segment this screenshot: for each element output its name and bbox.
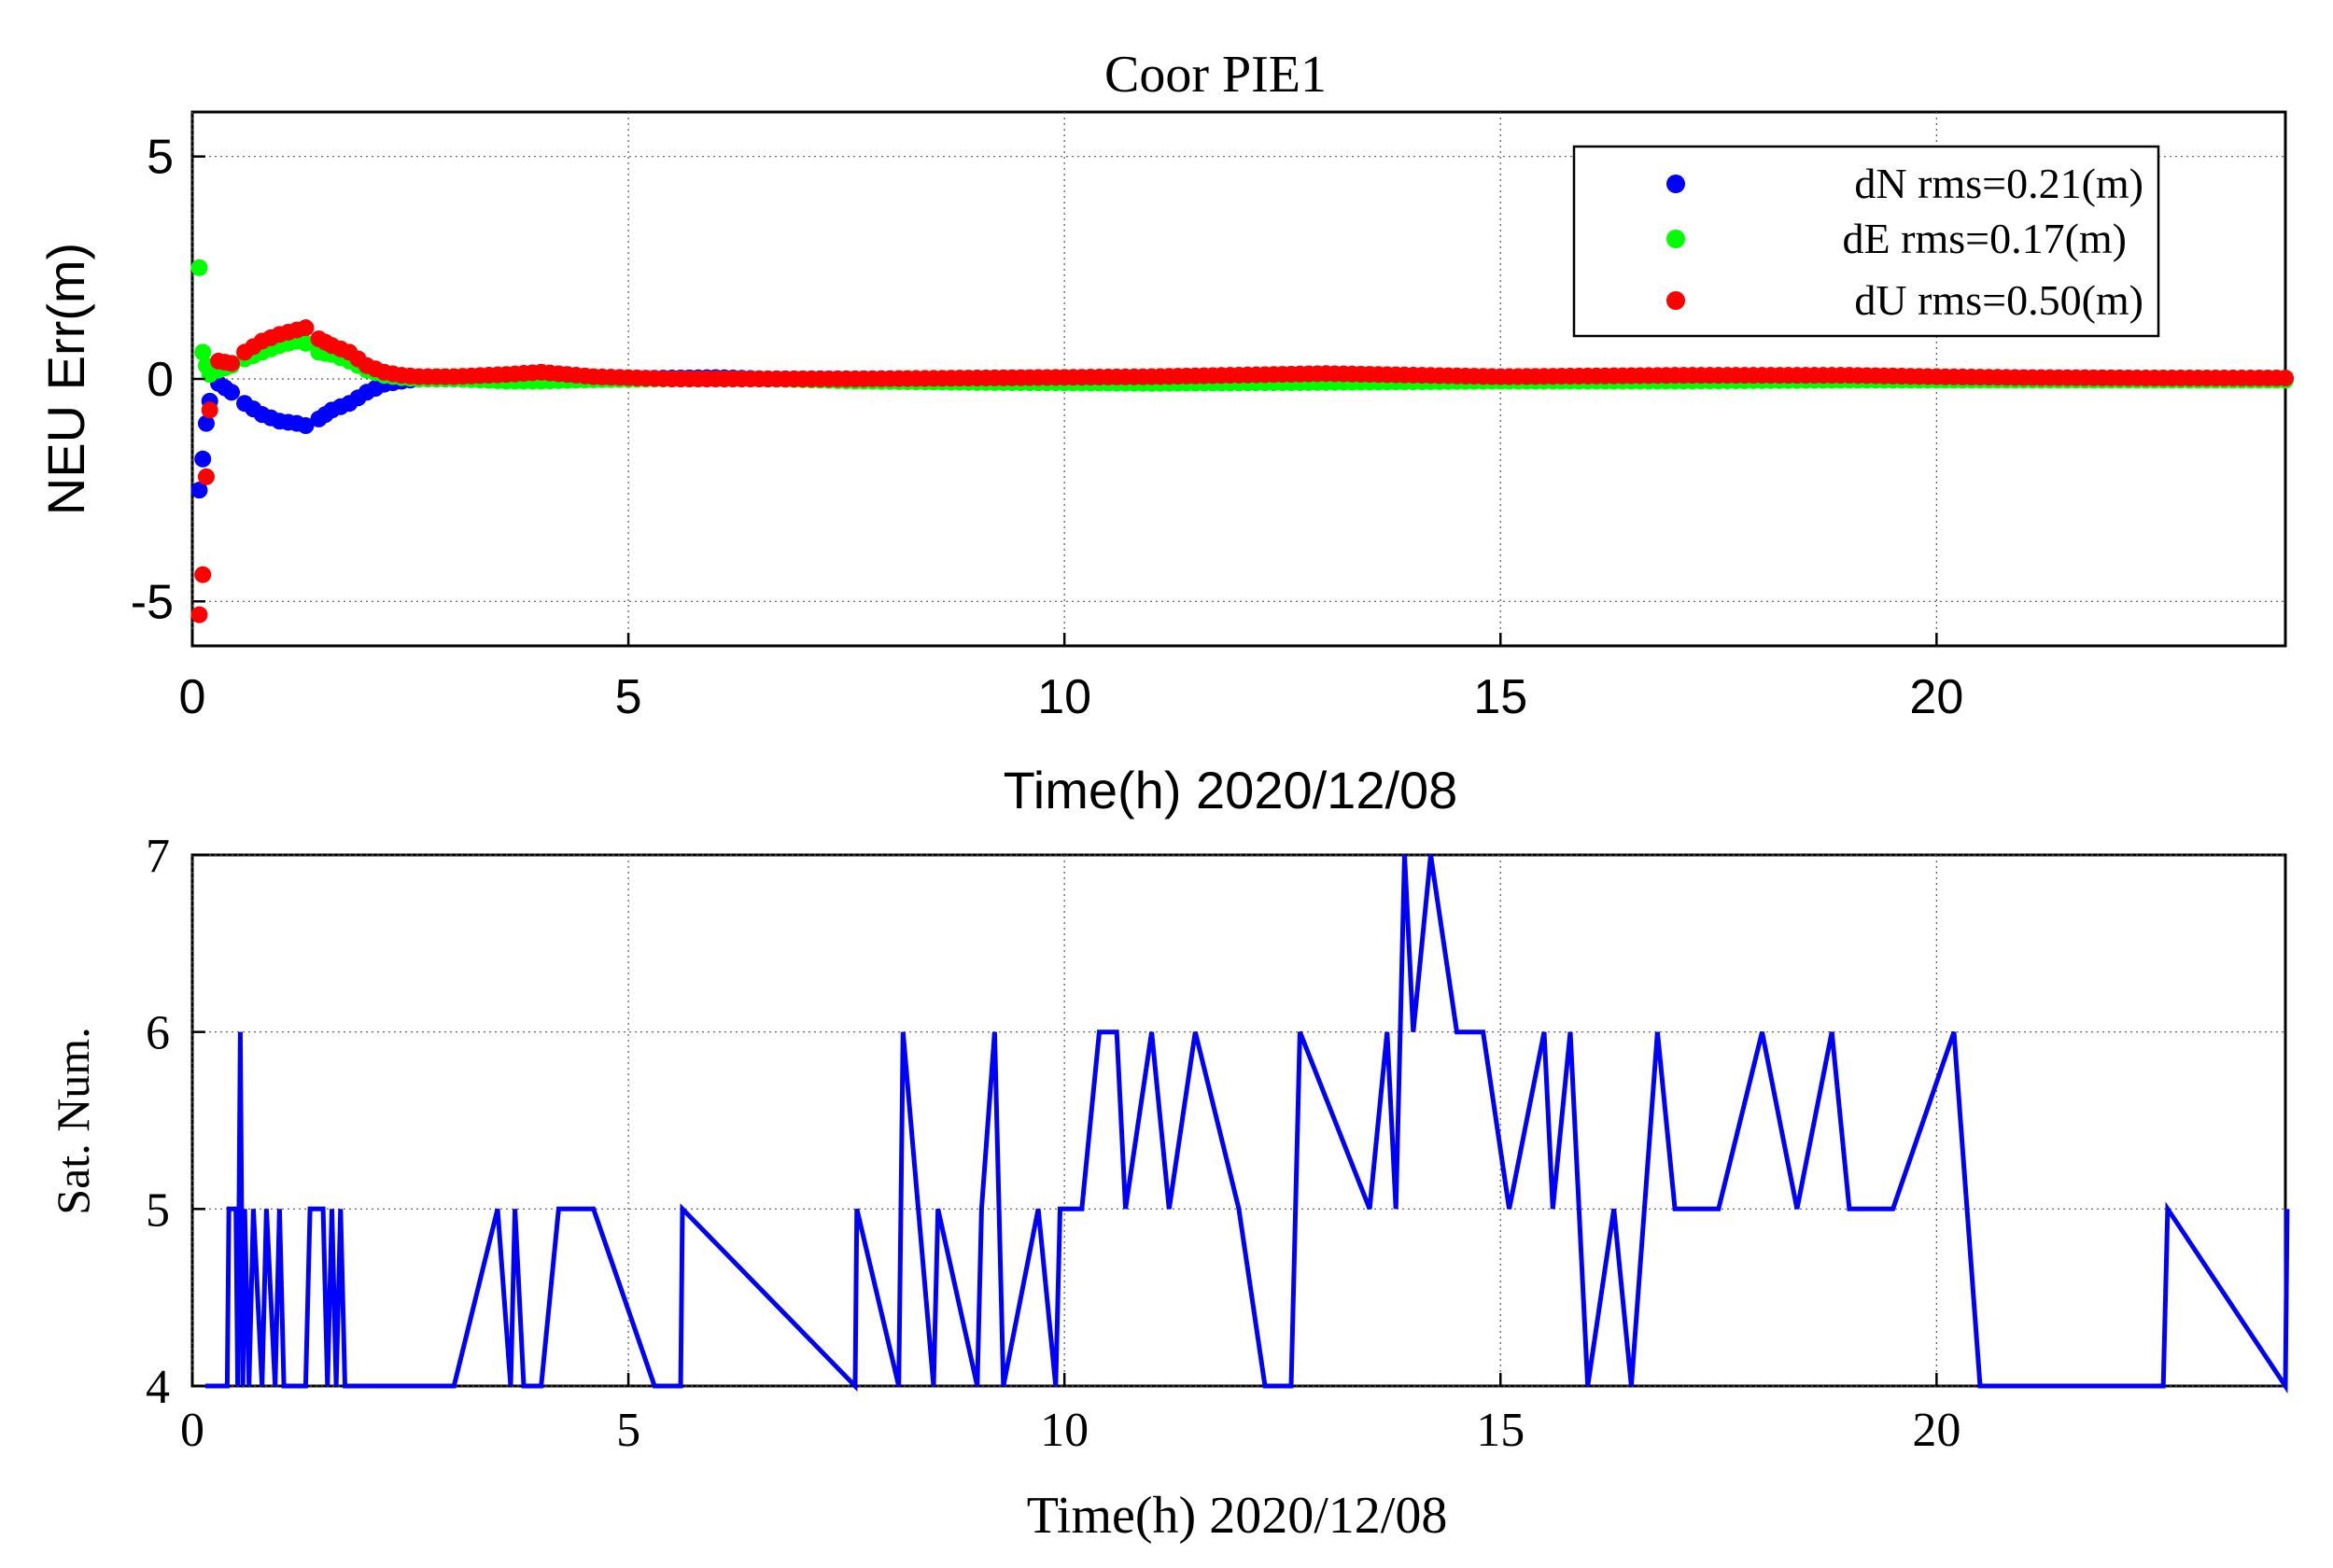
top-xtick-label: 15 <box>1473 670 1527 724</box>
top-point <box>2277 370 2294 387</box>
top-point <box>190 259 208 276</box>
bottom-data-line <box>205 854 2290 1394</box>
top-xtick-label: 20 <box>1909 670 1963 724</box>
top-ytick-label: 5 <box>147 131 174 185</box>
bottom-ytick-label: 7 <box>146 830 170 883</box>
legend: dN rms=0.21(m) dE rms=0.17(m) dU rms=0.5… <box>1572 145 2160 338</box>
bottom-xtick-label: 0 <box>180 1404 204 1457</box>
legend-marker-de <box>1666 230 1685 248</box>
legend-marker-dn <box>1666 175 1685 193</box>
top-point <box>194 566 212 583</box>
top-point <box>197 414 215 432</box>
top-point <box>297 319 315 337</box>
legend-label-de: dE rms=0.17(m) <box>1843 215 2127 262</box>
top-ytick-label: 0 <box>147 353 174 407</box>
bottom-ticks: 0 5 10 15 20 7 6 5 4 <box>146 830 1961 1457</box>
bottom-ytick-label: 6 <box>146 1007 170 1060</box>
top-point <box>197 468 215 485</box>
bottom-series-0 <box>205 854 2290 1394</box>
top-ylabel: NEU Err(m) <box>36 243 95 515</box>
top-data-points <box>190 259 2294 623</box>
legend-label-du: dU rms=0.50(m) <box>1854 276 2143 324</box>
legend-label-dn: dN rms=0.21(m) <box>1854 160 2143 207</box>
legend-marker-du <box>1666 291 1685 310</box>
bottom-xtick-label: 10 <box>1040 1404 1089 1457</box>
top-point <box>297 417 315 435</box>
bottom-ytick-label: 4 <box>146 1361 170 1414</box>
top-point <box>190 482 208 499</box>
top-xtick-label: 0 <box>179 670 206 724</box>
top-point <box>223 384 241 401</box>
top-point <box>194 343 212 361</box>
bottom-xtick-label: 20 <box>1912 1404 1961 1457</box>
bottom-xlabel: Time(h) 2020/12/08 <box>1027 1487 1448 1545</box>
top-xtick-label: 10 <box>1037 670 1091 724</box>
bottom-chart: 0 5 10 15 20 7 6 5 4 Sat. Num. Time(h) 2020/12/0… <box>47 830 2290 1545</box>
top-point <box>190 606 208 623</box>
bottom-xtick-label: 15 <box>1476 1404 1525 1457</box>
top-point <box>297 334 315 352</box>
top-xtick-label: 5 <box>615 670 642 724</box>
top-chart-title: Coor PIE1 <box>1104 46 1327 104</box>
top-point <box>194 450 212 468</box>
bottom-xtick-label: 5 <box>616 1404 640 1457</box>
top-point <box>223 355 241 372</box>
top-ytick-label: -5 <box>131 575 174 629</box>
top-xlabel: Time(h) 2020/12/08 <box>1004 761 1458 819</box>
top-point <box>201 401 218 419</box>
bottom-ylabel: Sat. Num. <box>47 1027 99 1214</box>
bottom-ytick-label: 5 <box>146 1183 170 1237</box>
top-series-2 <box>190 319 2294 623</box>
